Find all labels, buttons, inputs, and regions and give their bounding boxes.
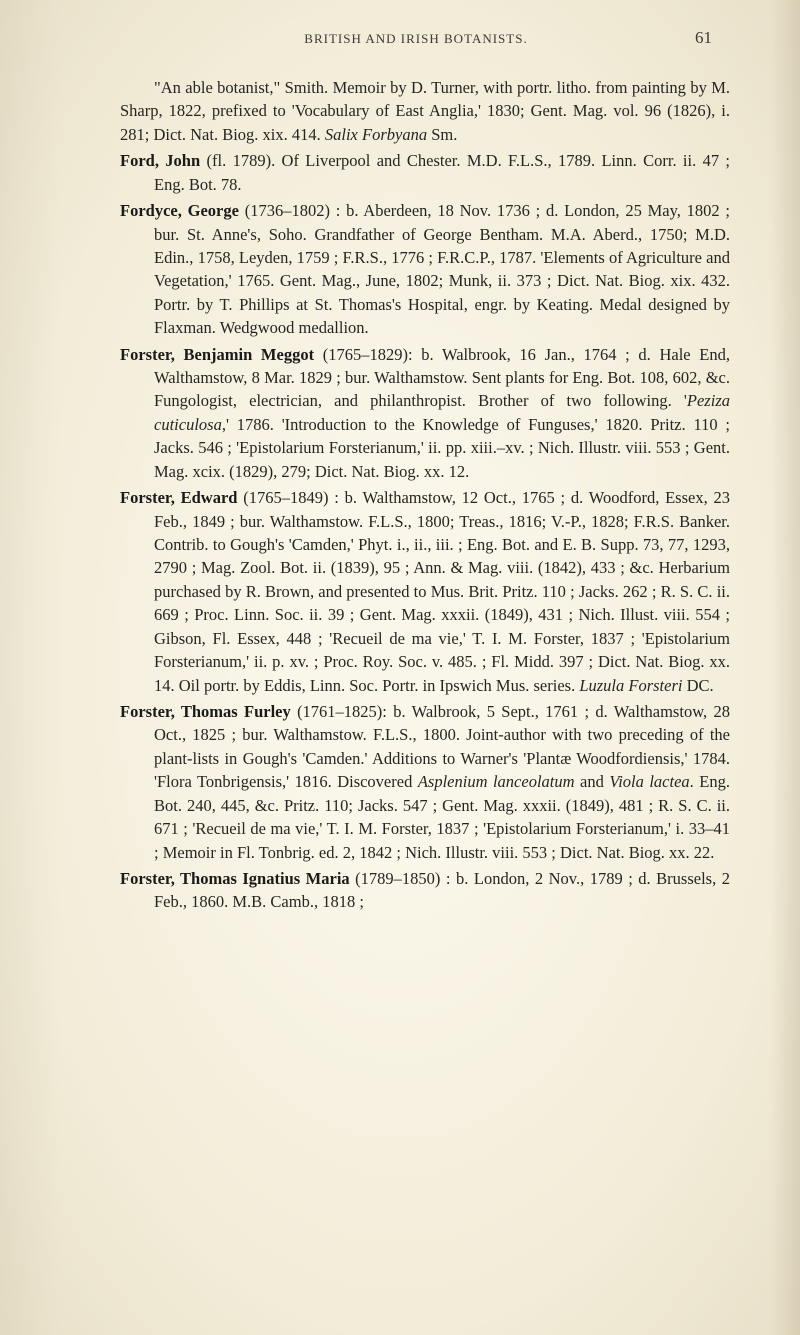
- page-shadow-left: [0, 0, 60, 1335]
- entry-paragraph: Ford, John (fl. 1789). Of Liverpool and …: [120, 149, 730, 196]
- page-shadow-right: [770, 0, 800, 1335]
- entry-paragraph: Forster, Edward (1765–1849) : b. Waltham…: [120, 486, 730, 697]
- page-number: 61: [672, 28, 712, 48]
- entry-paragraph: "An able botanist," Smith. Memoir by D. …: [120, 76, 730, 146]
- entry-paragraph: Forster, Thomas Ignatius Maria (1789–185…: [120, 867, 730, 914]
- entries-container: "An able botanist," Smith. Memoir by D. …: [120, 76, 730, 914]
- page-container: BRITISH AND IRISH BOTANISTS. 61 "An able…: [0, 0, 800, 1335]
- entry-paragraph: Forster, Thomas Furley (1761–1825): b. W…: [120, 700, 730, 864]
- page-header: BRITISH AND IRISH BOTANISTS. 61: [120, 28, 730, 48]
- running-head: BRITISH AND IRISH BOTANISTS.: [160, 31, 672, 47]
- entry-paragraph: Fordyce, George (1736–1802) : b. Aberdee…: [120, 199, 730, 340]
- entry-paragraph: Forster, Benjamin Meggot (1765–1829): b.…: [120, 343, 730, 484]
